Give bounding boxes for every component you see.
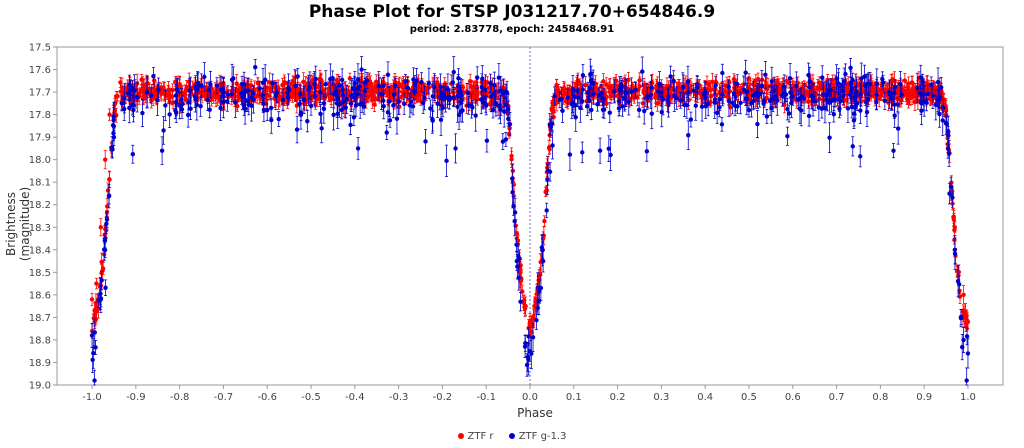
data-point (510, 168, 516, 174)
x-tick-label: 1.0 (960, 392, 976, 403)
x-tick-label: 0.3 (653, 392, 669, 403)
chart-subtitle: period: 2.83778, epoch: 2458468.91 (409, 24, 615, 35)
data-point (474, 92, 479, 97)
x-tick-label: 0.5 (741, 392, 757, 403)
data-point (602, 91, 608, 97)
data-point (313, 102, 318, 107)
data-point (92, 315, 97, 321)
data-point (904, 88, 909, 94)
x-tick-label: -0.3 (389, 392, 409, 403)
data-point (235, 103, 240, 109)
data-point (369, 89, 374, 94)
x-tick-label: 0.0 (522, 392, 538, 403)
data-point (301, 79, 306, 85)
x-tick-label: 0.6 (785, 392, 801, 403)
data-point (542, 218, 547, 224)
y-tick-label: 17.7 (29, 88, 51, 99)
data-point (536, 277, 542, 283)
x-tick-label: -0.4 (345, 392, 365, 403)
data-point (99, 259, 104, 265)
x-tick-label: 0.4 (697, 392, 713, 403)
data-point (951, 214, 956, 219)
x-tick-label: -0.5 (301, 392, 321, 403)
data-point (115, 94, 120, 99)
data-point (612, 93, 617, 98)
data-point (925, 84, 930, 90)
chart-title: Phase Plot for STSP J031217.70+654846.9 (308, 2, 716, 22)
x-tick-label: -0.8 (170, 392, 190, 403)
y-tick-label: 17.5 (29, 43, 51, 54)
data-point (551, 114, 556, 120)
data-point (255, 81, 261, 86)
x-tick-label: -0.7 (214, 392, 234, 403)
y-tick-label: 18.3 (29, 223, 51, 234)
data-point (853, 79, 858, 85)
data-point (391, 86, 396, 92)
data-point (167, 95, 172, 100)
y-tick-label: 18.0 (29, 155, 51, 166)
series-layer (89, 56, 971, 386)
data-point (161, 87, 166, 93)
data-point (563, 99, 569, 104)
data-point (513, 223, 518, 228)
y-tick-label: 18.8 (29, 335, 51, 346)
x-tick-label: -1.0 (82, 392, 102, 403)
x-tick-label: -0.2 (433, 392, 453, 403)
data-point (183, 88, 188, 94)
x-tick-label: 0.8 (872, 392, 888, 403)
y-tick-label: 18.9 (29, 358, 51, 369)
x-tick-label: -0.1 (476, 392, 496, 403)
data-point (546, 145, 552, 150)
y-tick-label: 17.9 (29, 133, 51, 144)
y-tick-label: 18.6 (29, 290, 51, 301)
data-point (280, 82, 285, 88)
data-point (631, 92, 636, 98)
y-tick-label: 18.2 (29, 200, 51, 211)
data-point (554, 88, 559, 93)
data-point (641, 88, 647, 93)
data-point (372, 86, 377, 92)
y-tick-label: 18.4 (29, 245, 51, 256)
y-tick-label: 18.7 (29, 313, 51, 324)
data-point (474, 88, 480, 93)
data-point (902, 78, 908, 83)
data-point (100, 266, 106, 271)
data-point (509, 157, 514, 162)
data-point (722, 83, 728, 88)
data-point (746, 76, 752, 81)
data-point (601, 79, 606, 84)
data-point (105, 188, 111, 193)
x-tick-label: 0.9 (916, 392, 932, 403)
x-tick-label: 0.7 (829, 392, 845, 403)
y-tick-label: 19.0 (29, 381, 51, 392)
x-tick-label: 0.1 (566, 392, 582, 403)
data-point (544, 188, 549, 194)
y-tick-label: 18.5 (29, 268, 51, 279)
x-tick-label: 0.2 (610, 392, 626, 403)
data-point (93, 308, 98, 314)
y-tick-label: 18.1 (29, 178, 51, 189)
y-axis: 17.5 17.6 17.7 17.8 17.9 18.0 18.1 18.2 18.3 18.4… (29, 43, 57, 392)
data-point (575, 78, 581, 84)
data-point (170, 87, 175, 93)
x-tick-label: -0.9 (126, 392, 146, 403)
data-point (635, 95, 640, 100)
y-tick-label: 17.6 (29, 65, 51, 76)
y-tick-label: 17.8 (29, 110, 51, 121)
x-axis: -1.0 -0.9 -0.8 -0.7 -0.6 -0.5 -0.4 -0.3 -0.2 -0.1… (82, 385, 976, 403)
x-tick-label: -0.6 (257, 392, 277, 403)
